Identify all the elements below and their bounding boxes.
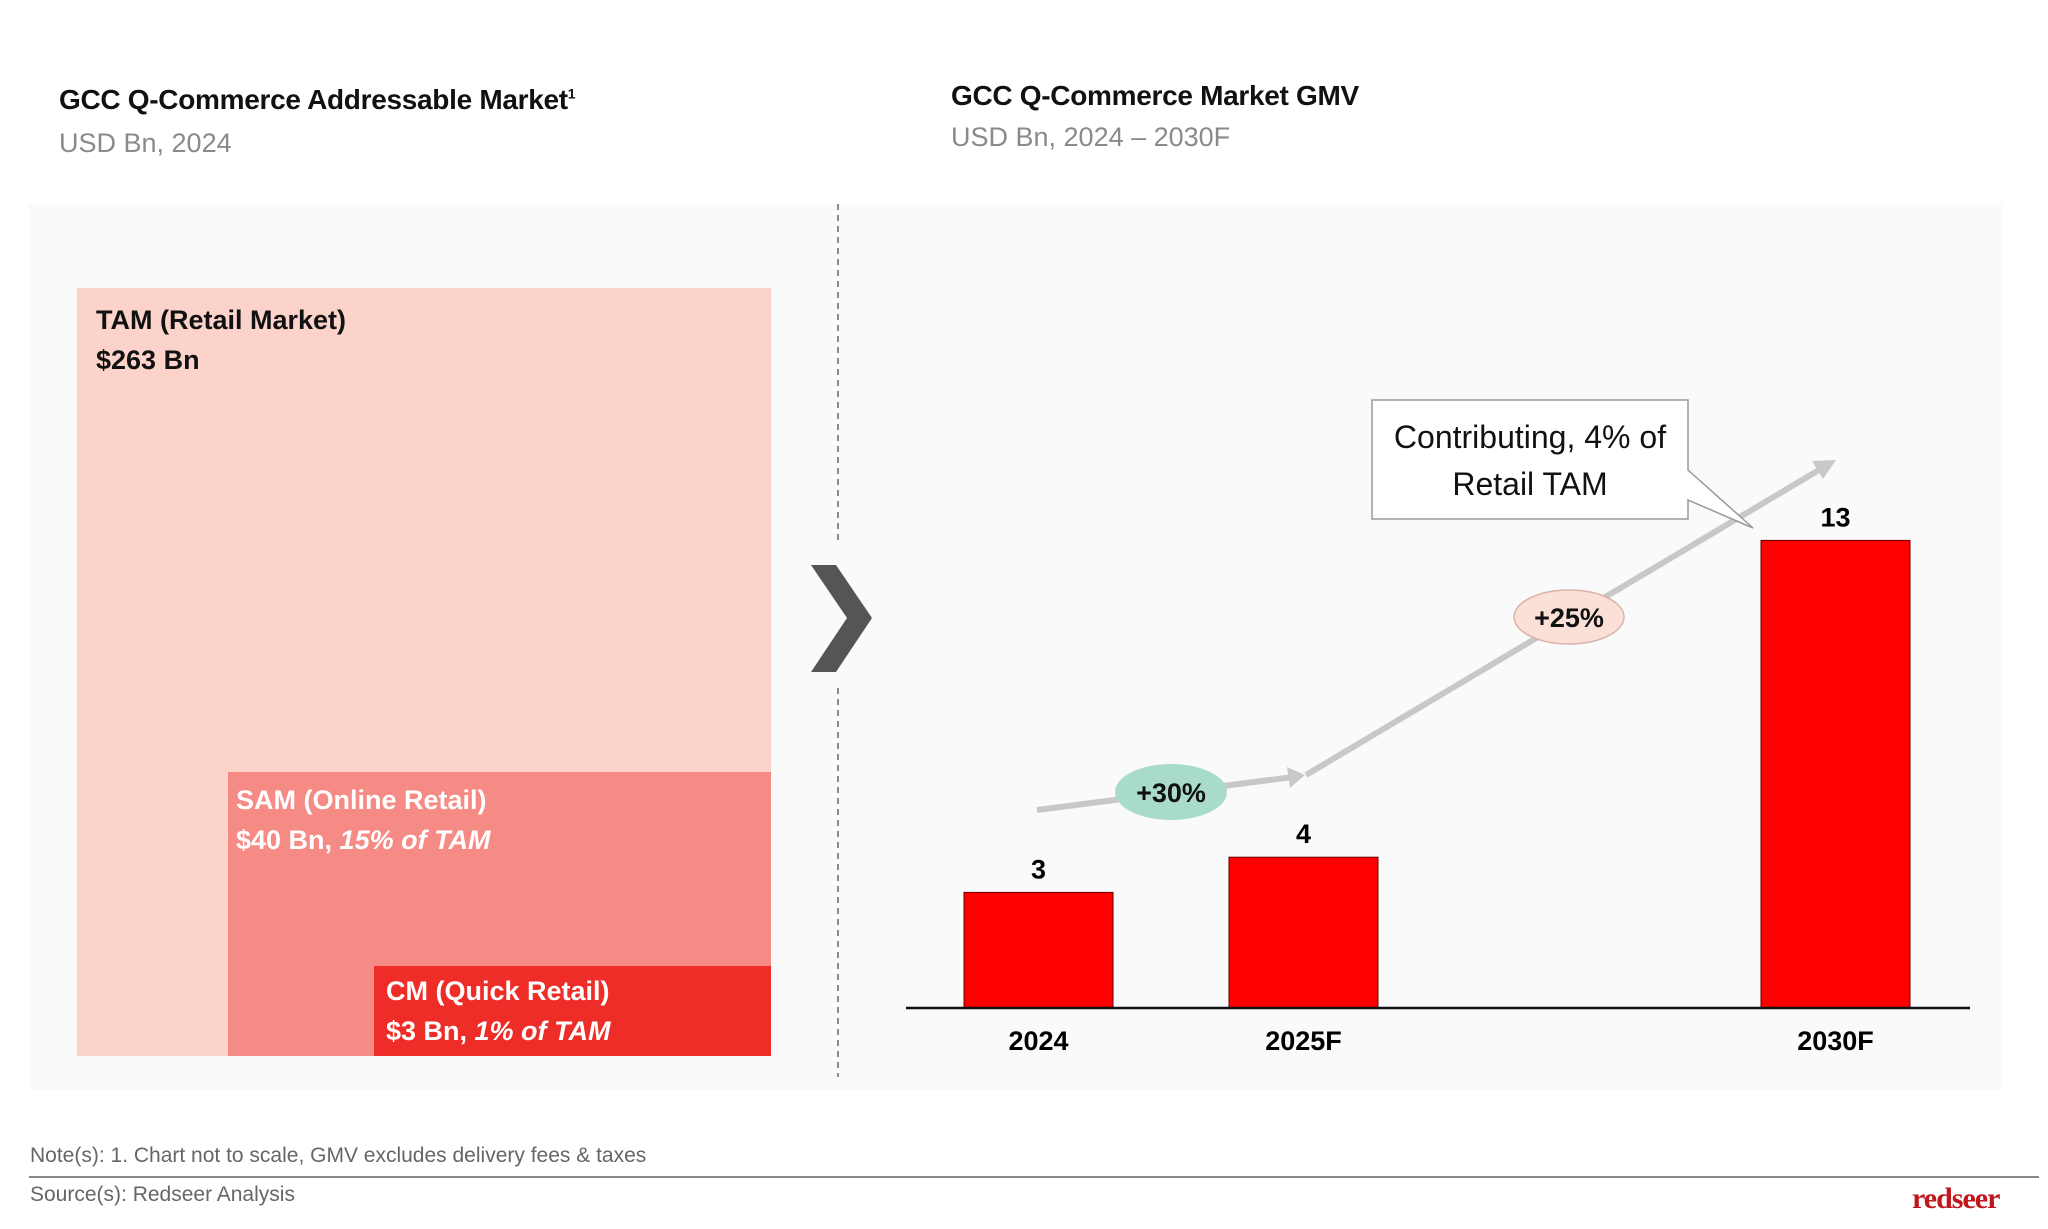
cagr-label-1: +30%	[1136, 778, 1206, 808]
callout-line-2: Retail TAM	[1452, 466, 1607, 502]
bar-2024	[963, 891, 1114, 1009]
sam-share: 15% of TAM	[339, 825, 491, 855]
right-chart-title: GCC Q-Commerce Market GMV	[951, 80, 1359, 111]
cm-value: $3 Bn,	[386, 1016, 475, 1046]
left-chart-title: GCC Q-Commerce Addressable Market1	[59, 84, 576, 116]
sam-label-text: SAM (Online Retail)	[236, 785, 487, 815]
chevron-right-icon	[811, 565, 872, 672]
cm-label: CM (Quick Retail) $3 Bn, 1% of TAM	[386, 971, 611, 1051]
arrowhead-1	[1287, 767, 1305, 788]
footnote: Note(s): 1. Chart not to scale, GMV excl…	[30, 1144, 647, 1167]
callout-box	[1371, 399, 1754, 529]
cagr-label-2: +25%	[1534, 603, 1604, 633]
source-note: Source(s): Redseer Analysis	[30, 1183, 295, 1206]
left-chart-subtitle: USD Bn, 2024	[59, 128, 232, 158]
footer-divider	[29, 1176, 2039, 1178]
cagr-bubble-2	[1513, 589, 1625, 645]
tam-value: $263 Bn	[96, 345, 200, 375]
category-label-2025F: 2025F	[1265, 1026, 1342, 1056]
cm-share: 1% of TAM	[474, 1016, 611, 1046]
tam-label: TAM (Retail Market) $263 Bn	[96, 300, 346, 380]
value-label-2025F: 4	[1296, 819, 1311, 849]
left-title-text: GCC Q-Commerce Addressable Market	[59, 84, 568, 115]
footnote-marker: 1	[567, 85, 576, 102]
sam-value: $40 Bn,	[236, 825, 340, 855]
redseer-logo: redseer	[1912, 1182, 2000, 1215]
callout-line-1: Contributing, 4% of	[1394, 419, 1666, 455]
value-label-2030F: 13	[1820, 502, 1850, 532]
cagr-bubble-1	[1115, 764, 1227, 820]
sam-label: SAM (Online Retail) $40 Bn, 15% of TAM	[236, 780, 491, 860]
category-label-2024: 2024	[1008, 1026, 1068, 1056]
tam-label-text: TAM (Retail Market)	[96, 305, 347, 335]
category-label-2030F: 2030F	[1797, 1026, 1874, 1056]
cm-box: CM (Quick Retail) $3 Bn, 1% of TAM	[374, 966, 771, 1056]
bar-2030F	[1760, 539, 1911, 1009]
cm-label-text: CM (Quick Retail)	[386, 976, 610, 1006]
right-chart-subtitle: USD Bn, 2024 – 2030F	[951, 122, 1231, 152]
value-label-2024: 3	[1031, 854, 1046, 884]
arrowhead-2	[1812, 460, 1836, 479]
bar-2025F	[1228, 856, 1379, 1009]
